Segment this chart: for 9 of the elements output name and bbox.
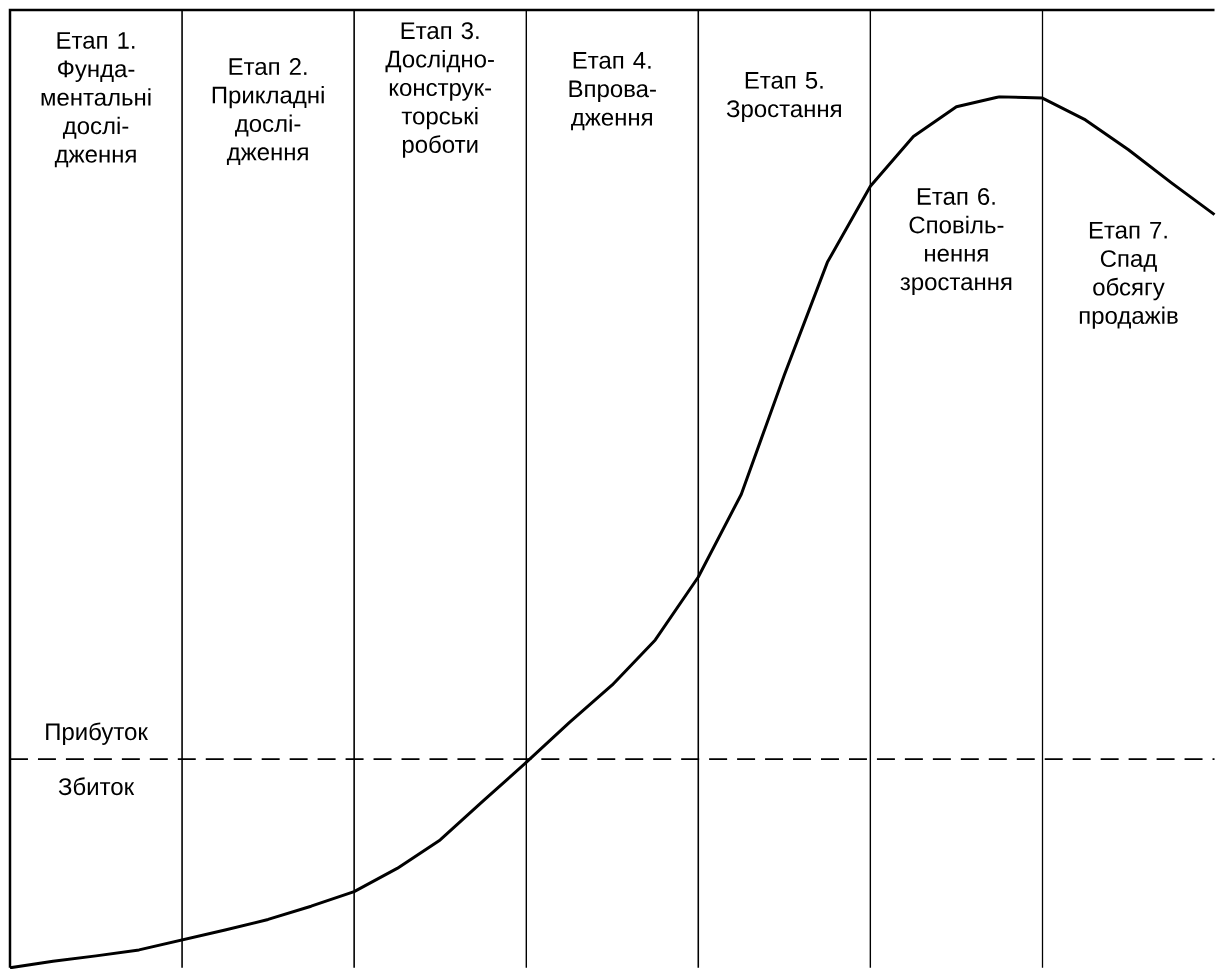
annotation: Етап 4. Впрова-дження: [569, 51, 656, 131]
annotation: Етап 1. Фунда-ментальні дослі-дження: [41, 32, 151, 168]
annotation: Етап 7. Спад обсягу продажів: [1079, 221, 1178, 329]
annotation: Етап 6. Сповіль-нення зростання: [900, 187, 1012, 295]
annotation: Збиток: [58, 777, 135, 795]
annotation: Етап 2. Прикладні дослі-дження: [212, 57, 324, 165]
annotation: Етап 5. Зростання: [726, 71, 841, 122]
annotation: Етап 3. Дослідно-конструк-торські роботи: [385, 22, 494, 158]
annotation: Прибуток: [46, 722, 148, 745]
